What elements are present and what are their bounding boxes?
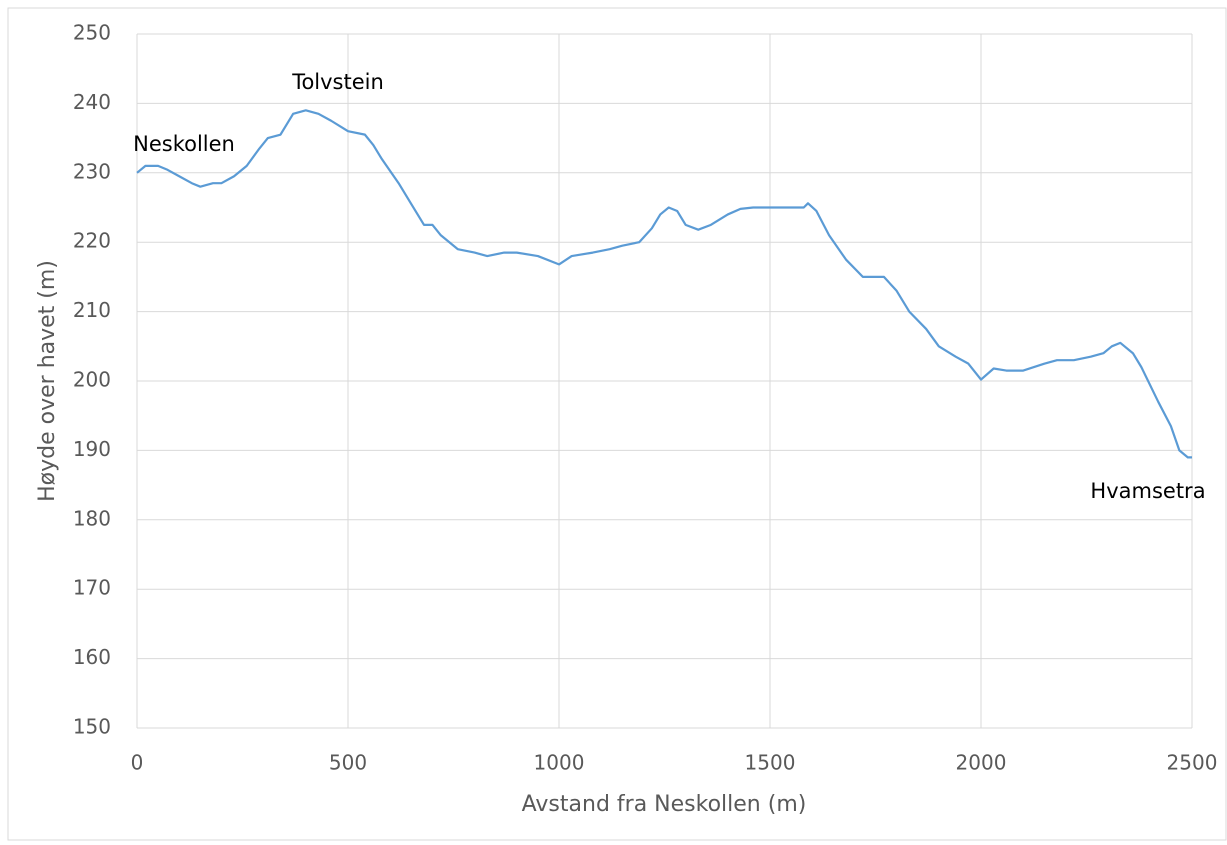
x-tick-label: 2500 — [1167, 751, 1218, 775]
y-tick-label: 250 — [73, 21, 111, 45]
y-tick-label: 180 — [73, 506, 111, 530]
x-tick-label: 2000 — [956, 751, 1007, 775]
x-tick-label: 0 — [131, 751, 144, 775]
x-tick-label: 500 — [329, 751, 367, 775]
annotation: Hvamsetra — [1090, 479, 1205, 503]
x-tick-label: 1500 — [745, 751, 796, 775]
x-axis-title: Avstand fra Neskollen (m) — [522, 792, 807, 817]
y-axis-title: Høyde over havet (m) — [35, 260, 60, 502]
y-tick-label: 170 — [73, 576, 111, 600]
y-tick-label: 150 — [73, 715, 111, 739]
y-tick-label: 160 — [73, 645, 111, 669]
chart-border — [7, 7, 1227, 841]
y-tick-label: 200 — [73, 368, 111, 392]
y-tick-label: 210 — [73, 298, 111, 322]
annotation: Tolvstein — [291, 70, 384, 94]
x-tick-label: 1000 — [534, 751, 585, 775]
y-tick-label: 190 — [73, 437, 111, 461]
line — [136, 109, 1192, 459]
y-tick-label: 220 — [73, 229, 111, 253]
y-tick-label: 230 — [73, 159, 111, 183]
annotation: Neskollen — [133, 132, 235, 156]
y-tick-label: 240 — [73, 90, 111, 114]
